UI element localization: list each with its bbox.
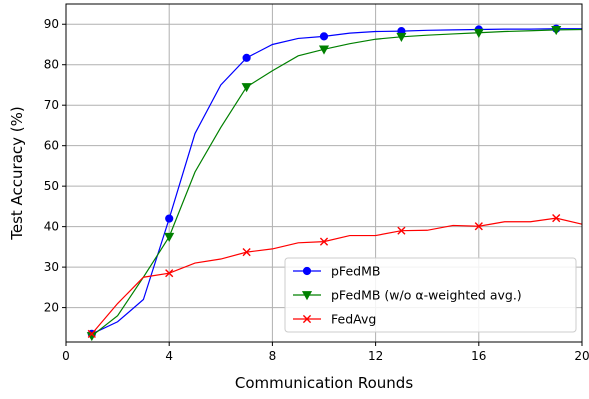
marker-stroke [474,222,483,231]
marker-stroke [397,226,406,235]
legend-marker [302,266,312,276]
legend-item: pFedMB [293,264,380,279]
marker-stroke [165,269,174,278]
data-point [165,269,174,278]
legend-item: pFedMB (w/o α-weighted avg.) [293,288,522,303]
x-axis-label: Communication Rounds [235,374,413,392]
legend-marker [301,291,313,301]
x-tick-label: 16 [471,349,486,363]
data-point [551,26,562,36]
series-fedavg [87,214,583,338]
series-line [91,217,583,335]
y-tick-label: 50 [44,179,59,193]
legend: pFedMB pFedMB (w/o α-weighted avg.) FedAvg [284,257,577,333]
data-point [396,32,407,43]
data-point [242,248,251,257]
legend-label: FedAvg [331,312,376,327]
marker-stroke [552,214,561,223]
legend-label: pFedMB (w/o α-weighted avg.) [331,288,522,303]
data-point [164,232,175,242]
marker-stroke [87,329,96,338]
data-point [474,222,483,231]
series-line [91,28,582,335]
y-tick-label: 40 [44,220,59,234]
x-tick-label: 20 [574,349,589,363]
data-point [318,45,330,55]
x-tick-label: 4 [165,349,173,363]
data-point [473,28,484,38]
y-tick-label: 70 [44,98,59,112]
data-point [241,83,252,93]
x-tick-label: 0 [62,349,70,363]
y-tick-label: 30 [44,260,59,274]
data-point [165,214,174,223]
legend-box [284,257,577,333]
marker-stroke [319,237,329,246]
data-point [87,329,96,338]
series-line [91,28,583,337]
legend-item: FedAvg [293,312,376,327]
marker-stroke [302,314,312,324]
marker-stroke [242,248,251,257]
y-tick-label: 80 [44,58,59,72]
tick-layer: 0 4 8 12 16 20 20 30 40 50 60 70 80 90 [44,17,589,363]
y-tick-label: 60 [44,139,59,153]
y-tick-label: 20 [44,301,59,315]
y-axis-label: Test Accuracy (%) [8,106,26,241]
x-tick-label: 12 [368,349,383,363]
data-point [242,53,251,62]
legend-label: pFedMB [331,264,380,279]
x-tick-label: 8 [269,349,277,363]
series-layer [86,24,583,342]
plot-frame [65,3,583,343]
legend-marker [302,314,312,324]
data-point [397,226,406,235]
data-point [319,32,329,41]
y-tick-label: 90 [44,17,59,31]
data-point [552,214,561,223]
data-point [319,237,329,246]
